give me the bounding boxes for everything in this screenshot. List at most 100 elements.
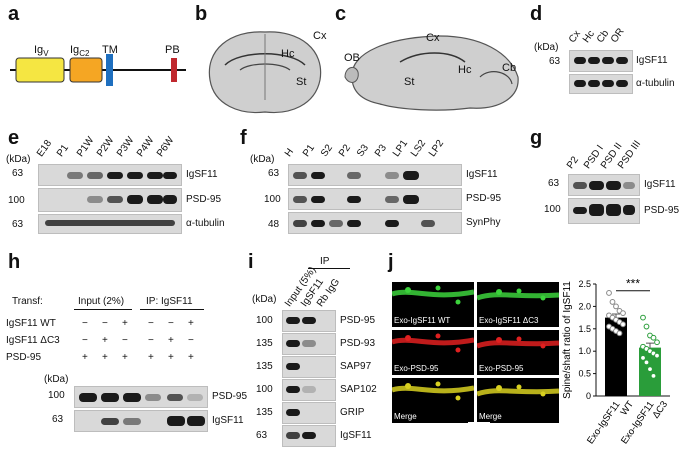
region-label: St [404, 76, 415, 88]
marker-label: 63 [548, 178, 560, 189]
condition-sign: + [102, 352, 108, 363]
lane-label: P2 [564, 154, 582, 171]
panel-f-label: f [240, 127, 247, 149]
significance-label: *** [626, 277, 640, 291]
marker-label: 100 [256, 384, 273, 395]
micrograph: Exo-IgSF11 WT [392, 282, 474, 327]
igv-domain [15, 57, 65, 83]
marker-label: 100 [48, 390, 65, 401]
condition-sign: + [188, 318, 194, 329]
lane-label: LP2 [426, 138, 447, 159]
condition-sign: − [82, 318, 88, 329]
igc2-domain [69, 57, 103, 83]
row-label: IgSF11 [186, 169, 218, 180]
condition-sign: − [102, 318, 108, 329]
condition-sign: + [82, 352, 88, 363]
lane-label: P3 [372, 142, 390, 159]
region-label: Cb [502, 62, 517, 74]
condition-sign: − [168, 318, 174, 329]
region-label: Cx [313, 30, 327, 42]
row-label: PSD-95 [340, 315, 376, 326]
tm-domain [106, 54, 113, 86]
marker-label: 63 [549, 56, 561, 67]
data-point [654, 339, 660, 346]
data-point [616, 330, 623, 337]
lane-label: P4W [134, 134, 157, 159]
unit-label: (kDa) [250, 154, 275, 165]
ip-header: IP [320, 256, 330, 267]
blot-row [568, 174, 640, 196]
igv-label: IgV [34, 44, 49, 59]
marker-label: 135 [256, 407, 273, 418]
row-label: PSD-95 [186, 194, 222, 205]
marker-label: 100 [264, 194, 281, 205]
brain-coronal-section [208, 31, 322, 114]
lane-label: LP1 [390, 138, 411, 159]
blot-row [569, 74, 633, 94]
panel-a-label: a [8, 3, 20, 25]
data-point [613, 303, 619, 310]
row-label: IgSF11 [644, 179, 676, 190]
lane-label: P6W [154, 134, 177, 159]
marker-label: 100 [544, 204, 561, 215]
condition-sign: + [168, 335, 174, 346]
condition-sign: + [168, 352, 174, 363]
panel-h-label: h [8, 251, 21, 273]
data-point [643, 323, 650, 330]
row-label: PSD-95 [466, 193, 502, 204]
row-label: α-tubulin [186, 218, 225, 229]
row-label: IgSF11 [212, 415, 244, 426]
pb-label: PB [165, 44, 180, 56]
lane-label: P1 [54, 142, 72, 159]
row-label: IgSF11 [340, 430, 372, 441]
blot-row [282, 310, 336, 332]
data-point [609, 299, 616, 305]
condition-sign: + [102, 335, 108, 346]
micrograph-label: Merge [479, 412, 502, 421]
condition-label: IgSF11 ΔC3 [6, 335, 60, 346]
micrograph: Exo-PSD-95 [477, 330, 559, 375]
y-tick-label: 2.5 [578, 279, 591, 289]
input-header: Input (2%) [78, 296, 125, 307]
transf-label: Transf: [12, 296, 43, 307]
lane-label: P2W [94, 134, 117, 159]
unit-label: (kDa) [6, 154, 31, 165]
lane-label: P1 [300, 142, 318, 159]
marker-label: 135 [256, 361, 273, 372]
micrograph-label: Exo-IgSF11 ΔC3 [479, 316, 539, 325]
pb-domain [171, 58, 177, 82]
unit-label: (kDa) [534, 42, 559, 53]
micrograph: Merge [477, 378, 559, 423]
lane-label: P2 [336, 142, 354, 159]
panel-b-label: b [195, 3, 208, 25]
data-point [620, 310, 626, 317]
row-label: SAP97 [340, 361, 372, 372]
row-label: PSD-95 [212, 391, 248, 402]
y-tick-label: 0.5 [578, 369, 591, 379]
marker-label: 135 [256, 338, 273, 349]
panel-j-label: j [388, 251, 394, 273]
micrograph: Exo-PSD-95 [392, 330, 474, 375]
ip-header: IP: IgSF11 [146, 296, 193, 307]
blot-row [74, 386, 208, 408]
condition-sign: + [122, 318, 128, 329]
condition-label: IgSF11 WT [6, 318, 56, 329]
lane-label: S2 [318, 142, 336, 159]
blot-row [568, 198, 640, 224]
data-point [643, 359, 650, 366]
tm-label: TM [102, 44, 118, 56]
data-point [654, 352, 660, 359]
panel-g-label: g [530, 127, 543, 149]
blot-row [282, 425, 336, 447]
row-label: PSD-93 [340, 338, 376, 349]
lane-label: E18 [34, 138, 55, 159]
brain-sagittal-section [344, 35, 519, 111]
panel-e-label: e [8, 127, 20, 149]
spine-shaft-bar-chart: 0 0.5 1.0 1.5 2.0 2.5 Spine/shaft ratio of IgS… [562, 277, 670, 447]
marker-label: 100 [256, 315, 273, 326]
domain-diagram [10, 54, 186, 86]
unit-label: (kDa) [252, 294, 277, 305]
region-label: Hc [281, 48, 295, 60]
condition-sign: − [122, 335, 128, 346]
marker-label: 63 [256, 430, 268, 441]
